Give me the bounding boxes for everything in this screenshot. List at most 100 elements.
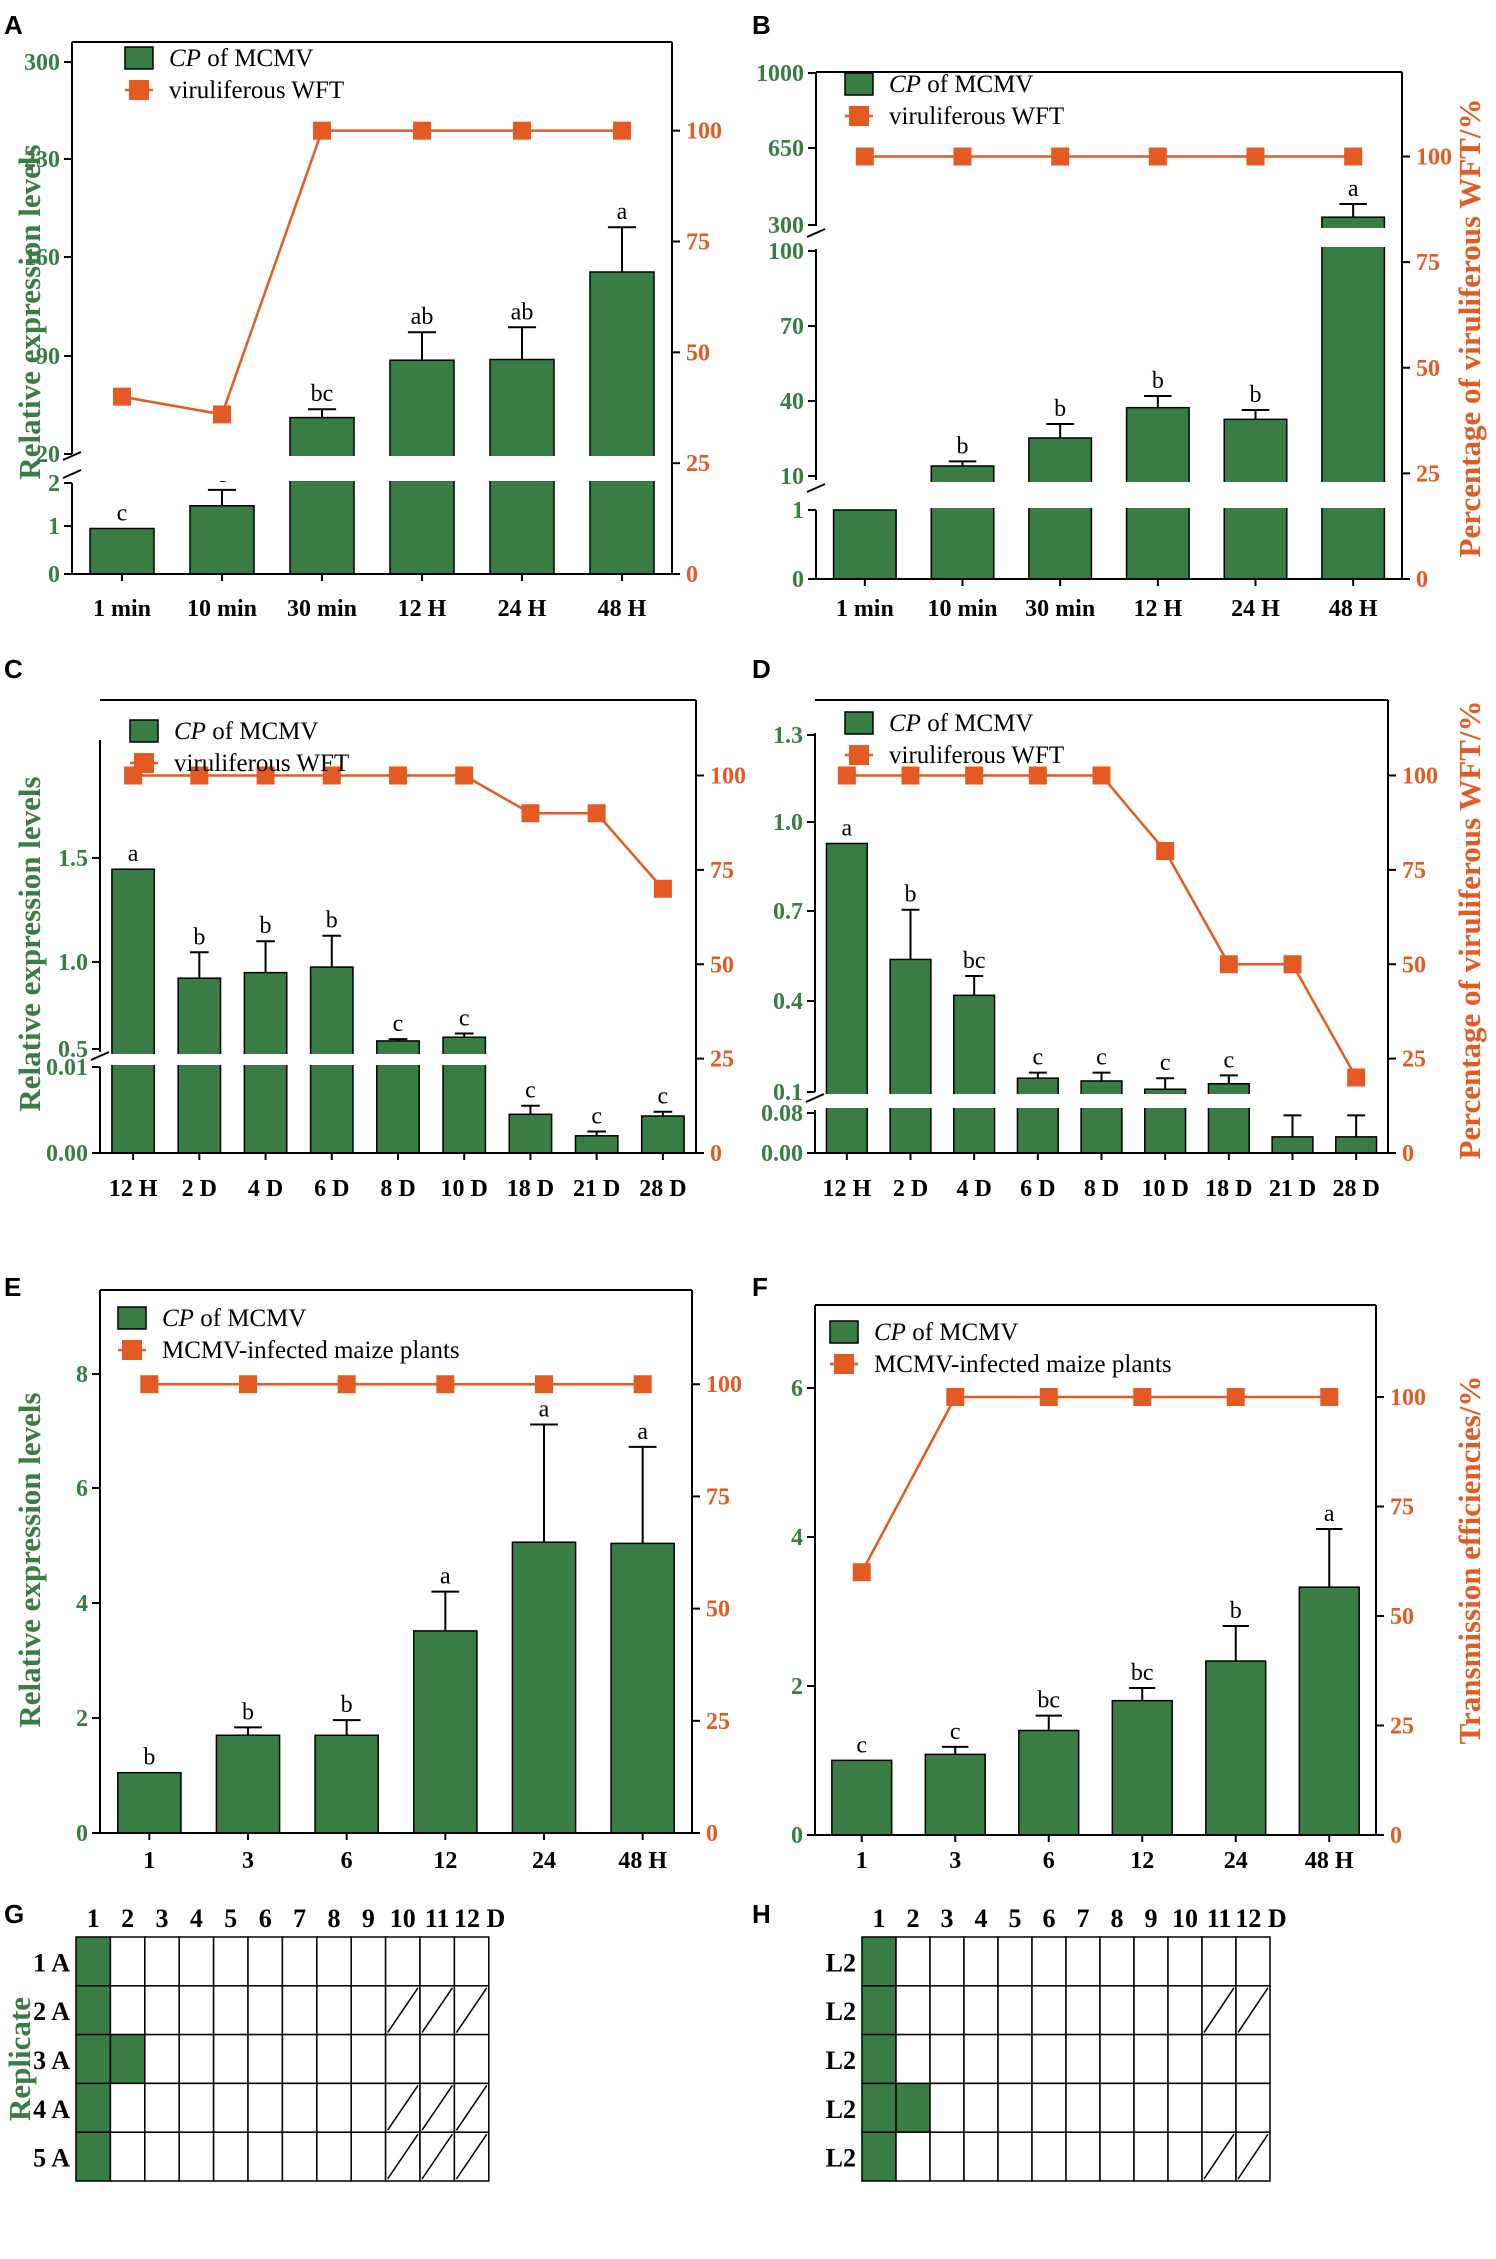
line-marker [633, 1375, 652, 1394]
left-tick-label: 90 [36, 344, 60, 370]
left-tick-label: 8 [76, 1362, 88, 1388]
left-tick-label: 1 [48, 514, 60, 540]
significance-label: bc [1037, 1688, 1060, 1714]
line-marker [313, 121, 331, 140]
x-tick-label: 24 [532, 1848, 556, 1874]
bar-series: b b b a a a [117, 1397, 675, 1834]
grid-cell [929, 1936, 965, 1987]
legend-line-label: MCMV-infected maize plants [874, 1351, 1172, 1378]
right-tick-label: 100 [710, 764, 746, 790]
right-tick-label: 50 [706, 1597, 730, 1623]
significance-label: c [591, 1104, 602, 1130]
grid-cell [316, 2082, 352, 2133]
grid-cell [1065, 1985, 1101, 2036]
line-marker [1226, 1387, 1245, 1406]
significance-label: b [1054, 396, 1066, 422]
right-tick-label: 75 [1402, 858, 1426, 884]
left-tick-label: 2 [48, 471, 60, 497]
line-marker [901, 766, 920, 785]
significance-label: b [242, 1699, 254, 1725]
grid-cell [178, 2033, 215, 2085]
row-label: 5 A [33, 2144, 70, 2173]
y-axis-title: Relative expression levels [12, 1392, 47, 1727]
grid-cell [895, 1985, 931, 2036]
grid-cell [453, 2033, 490, 2085]
x-tick-label: 21 D [573, 1176, 620, 1202]
bar [189, 505, 255, 575]
grid-cell [281, 2131, 318, 2182]
legend-bar-label-rest: of MCMV [921, 71, 1034, 98]
column-header: 12 D [454, 1904, 505, 1933]
x-tick-label: 48 H [618, 1848, 667, 1874]
column-header: 7 [1077, 1904, 1090, 1933]
grid-cell [109, 2033, 146, 2085]
grid-cell [1031, 2033, 1067, 2085]
grid-cell [963, 2082, 999, 2133]
bar [111, 868, 156, 1154]
left-tick-label: 1.0 [58, 950, 88, 976]
line-marker [1028, 766, 1047, 785]
line-marker [455, 766, 474, 785]
grid-cell [316, 2033, 352, 2085]
legend-line-label: MCMV-infected maize plants [162, 1337, 460, 1364]
grid-cell [212, 2033, 249, 2085]
legend-bar-label-italic: CP [874, 1319, 906, 1346]
y2-axis-title: Transmission efficiencies/% [1452, 1376, 1487, 1745]
significance-label: a [128, 841, 139, 867]
grid-cell [963, 1985, 999, 2036]
bar [1298, 1586, 1360, 1836]
grid-cell [1133, 1936, 1169, 1987]
grid-cell [1235, 2082, 1271, 2133]
column-header: 5 [1009, 1904, 1022, 1933]
column-header: 9 [1145, 1904, 1158, 1933]
significance-label: b [193, 924, 205, 950]
grid-cell [75, 2033, 112, 2085]
grid-cell [178, 1936, 215, 1987]
x-tick-label: 24 H [1231, 596, 1280, 622]
legend-bar-label-rest: of MCMV [206, 718, 319, 745]
left-tick-label: 4 [791, 1525, 803, 1551]
significance-label: c [459, 1006, 470, 1032]
x-tick-label: 8 D [1084, 1176, 1119, 1202]
grid-cell [384, 2033, 421, 2085]
legend-line-label: viruliferous WFT [889, 742, 1064, 769]
column-header: 9 [362, 1904, 375, 1933]
left-tick-label: 0.00 [46, 1141, 88, 1167]
bar [508, 1113, 553, 1154]
grid-cell [1167, 2082, 1203, 2133]
line-marker [852, 1563, 871, 1582]
slash-mark [1203, 2133, 1235, 2180]
grid-cell [350, 1936, 387, 1987]
right-tick-label: 50 [710, 952, 734, 978]
significance-label: a [440, 1564, 451, 1590]
significance-label: ab [411, 304, 434, 330]
grid-cell [212, 2082, 249, 2133]
right-tick-label: 75 [1390, 1494, 1414, 1520]
grid-cell [1167, 2033, 1203, 2085]
panel-label: E [4, 1272, 21, 1302]
significance-label: ab [511, 299, 534, 325]
slash-mark [455, 2133, 488, 2180]
right-tick-label: 75 [686, 230, 710, 256]
axis-break-gap [814, 482, 1404, 508]
bar [1205, 1660, 1267, 1836]
legend-line-label: viruliferous WFT [169, 77, 344, 104]
bar [924, 1753, 986, 1836]
grid-cell [1235, 1936, 1271, 1987]
legend-bar-label: CP of MCMV [174, 718, 318, 745]
grid-cell [419, 2033, 456, 2085]
grid-cell [212, 1936, 249, 1987]
line-marker [653, 879, 672, 898]
left-tick-label: 0 [76, 1821, 88, 1847]
grid-cell [929, 2082, 965, 2133]
significance-label: c [393, 1011, 404, 1037]
row-label: 4 A [33, 2095, 70, 2124]
legend-bar-label-italic: CP [162, 1305, 194, 1332]
grid-cell [212, 1985, 249, 2036]
grid-cell [144, 2131, 180, 2182]
right-tick-label: 25 [710, 1047, 734, 1073]
left-tick-label: 0.4 [773, 989, 803, 1015]
left-tick-label: 70 [780, 314, 804, 340]
